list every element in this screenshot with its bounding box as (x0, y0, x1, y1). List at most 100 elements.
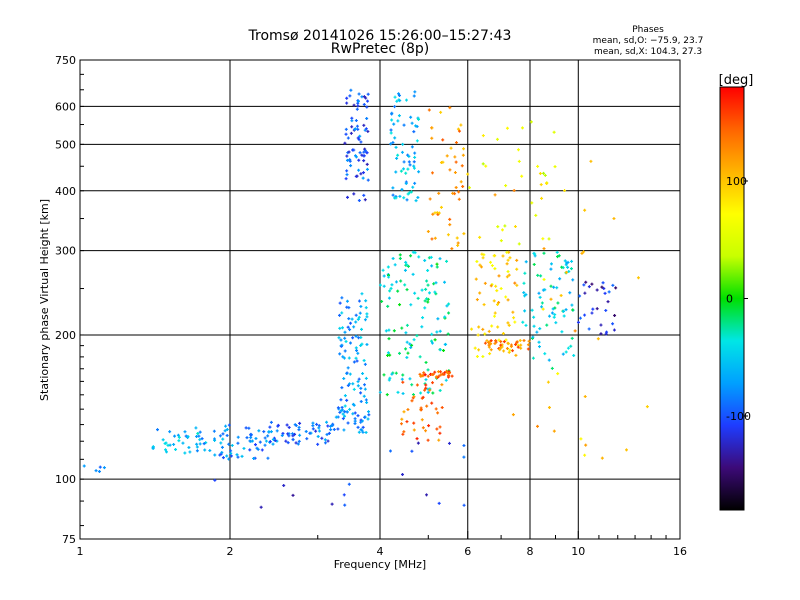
data-point (354, 334, 358, 338)
data-point (343, 404, 347, 408)
data-point (416, 296, 420, 300)
data-point (569, 267, 573, 271)
data-point (352, 360, 356, 364)
data-point (505, 262, 509, 266)
data-point (536, 164, 540, 168)
data-point (393, 95, 397, 99)
data-point (351, 336, 355, 340)
data-point (489, 284, 493, 288)
data-point (354, 320, 358, 324)
data-point (188, 450, 192, 454)
y-axis-label: Stationary phase Virtual Height [km] (38, 199, 51, 401)
data-point (426, 283, 430, 287)
data-point (441, 138, 445, 142)
data-point (490, 264, 494, 268)
data-point (436, 317, 440, 321)
data-point (527, 339, 531, 343)
data-point (291, 438, 295, 442)
data-point (326, 424, 330, 428)
data-point (337, 336, 341, 340)
data-point (413, 251, 417, 255)
data-point (582, 250, 586, 254)
data-point (522, 339, 526, 343)
data-point (413, 90, 417, 94)
data-point (504, 295, 508, 299)
data-point (481, 355, 485, 359)
data-point (398, 256, 402, 260)
data-point (394, 280, 398, 284)
data-point (520, 126, 524, 130)
data-point (346, 195, 350, 199)
data-point (363, 387, 367, 391)
data-point (343, 503, 347, 507)
data-point (421, 395, 425, 399)
data-point (348, 372, 352, 376)
data-point (425, 404, 429, 408)
data-point (459, 123, 463, 127)
data-point (386, 304, 390, 308)
data-point (359, 304, 363, 308)
data-point (352, 103, 356, 107)
data-point (240, 454, 244, 458)
data-point (378, 283, 382, 287)
data-point (410, 145, 414, 149)
data-point (516, 148, 520, 152)
data-point (523, 271, 527, 275)
data-point (444, 378, 448, 382)
data-point (347, 317, 351, 321)
data-point (220, 445, 224, 449)
data-point (445, 369, 449, 373)
data-point (410, 343, 414, 347)
data-point (424, 287, 428, 291)
data-point (361, 419, 365, 423)
data-point (218, 434, 222, 438)
data-point (362, 171, 366, 175)
data-point (426, 229, 430, 233)
data-point (402, 160, 406, 164)
data-point (543, 173, 547, 177)
data-point (280, 434, 284, 438)
data-point (445, 259, 449, 263)
data-point (394, 170, 398, 174)
data-point (443, 315, 447, 319)
data-point (583, 395, 587, 399)
data-point (505, 346, 509, 350)
data-point (181, 441, 185, 445)
data-point (553, 165, 557, 169)
data-point (392, 329, 396, 333)
data-point (388, 289, 392, 293)
data-point (403, 283, 407, 287)
data-point (399, 169, 403, 173)
data-point (397, 351, 401, 355)
data-point (433, 338, 437, 342)
data-point (325, 420, 329, 424)
data-point (354, 346, 358, 350)
data-point (363, 362, 367, 366)
data-point (327, 431, 331, 435)
data-point (230, 443, 234, 447)
data-point (399, 422, 403, 426)
data-point (506, 258, 510, 262)
data-point (410, 399, 414, 403)
data-point (426, 368, 430, 372)
data-point (495, 289, 499, 293)
data-point (168, 430, 172, 434)
data-point (417, 170, 421, 174)
data-point (388, 449, 392, 453)
data-point (236, 435, 240, 439)
data-point (400, 326, 404, 330)
x-tick-label: 4 (377, 545, 384, 558)
data-point (356, 384, 360, 388)
data-point (203, 448, 207, 452)
data-point (517, 159, 521, 163)
data-point (560, 330, 564, 334)
data-point (420, 288, 424, 292)
data-point (493, 311, 497, 315)
data-point (412, 428, 416, 432)
data-point (357, 336, 361, 340)
data-point (438, 431, 442, 435)
data-point (406, 264, 410, 268)
data-point (398, 194, 402, 198)
data-point (195, 442, 199, 446)
data-point (168, 443, 172, 447)
